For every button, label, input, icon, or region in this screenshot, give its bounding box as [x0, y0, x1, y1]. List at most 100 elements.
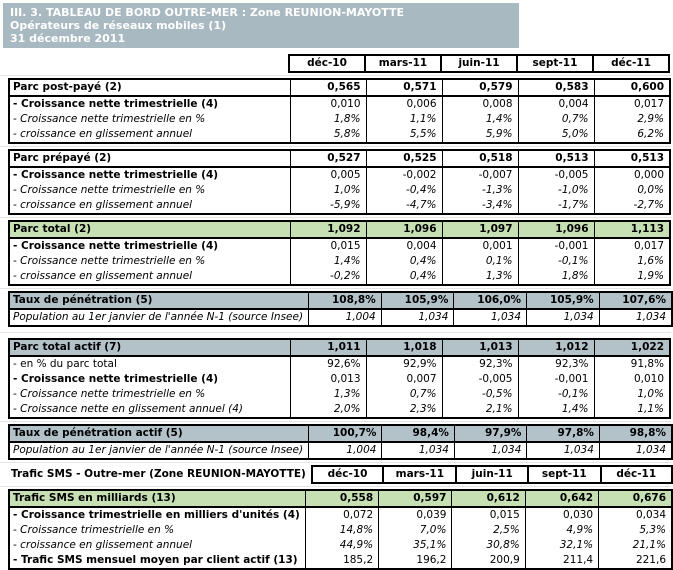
- separator: [0, 484, 673, 489]
- report-title: III. 3. TABLEAU DE BORD OUTRE-MER : Zone…: [10, 6, 405, 19]
- block-parc-total: Parc total (2) 1,092 1,096 1,097 1,096 1,113-…: [8, 220, 671, 286]
- cell-value: 0,004: [365, 238, 442, 254]
- cell-value: 1,0%: [289, 183, 366, 198]
- cell-value: 1,1%: [593, 402, 670, 418]
- report-date: 31 décembre 2011: [10, 32, 126, 45]
- cell-value: 0,4%: [365, 254, 442, 269]
- cell-value: 0,005: [289, 167, 366, 183]
- cell-value: 211,4: [524, 553, 599, 569]
- table-row: - croissance en glissement annuel -0,2% 0,…: [9, 269, 670, 285]
- block-taux-penetration: Taux de pénétration (5) 108,8% 105,9% 106,0…: [8, 291, 673, 327]
- table-row: - croissance en glissement annuel -5,9% -4…: [9, 198, 670, 214]
- sms-section-label: Trafic SMS - Outre-mer (Zone REUNION-MAY…: [11, 468, 306, 480]
- cell-value: 0,007: [365, 372, 442, 387]
- block-title: Taux de pénétration actif (5): [9, 425, 309, 443]
- cell-value: 1,034: [381, 442, 455, 459]
- header-value: 1,013: [441, 339, 518, 357]
- row-label: Population au 1er janvier de l'année N-1…: [13, 444, 304, 456]
- main-blocks: Parc post-payé (2) 0,565 0,571 0,579 0,583 0,…: [0, 78, 673, 465]
- block-parc-prepaye: Parc prépayé (2) 0,527 0,525 0,518 0,513 0,51…: [8, 149, 671, 215]
- header-value: 0,579: [441, 79, 518, 97]
- cell-value: 0,015: [451, 507, 526, 523]
- header-value: 97,8%: [526, 425, 600, 443]
- row-label: - Croissance nette trimestrielle en %: [13, 184, 206, 196]
- header-value: 98,8%: [598, 425, 672, 443]
- period-header: déc-10 mars-11 juin-11 sept-11 déc-11: [8, 54, 670, 73]
- cell-value: -0,007: [441, 167, 518, 183]
- cell-value: 1,3%: [289, 387, 366, 402]
- cell-value: 1,8%: [517, 269, 594, 285]
- table-row: - Trafic SMS mensuel moyen par client ac…: [9, 553, 672, 569]
- row-label: - Croissance nette en glissement annuel …: [13, 403, 244, 415]
- table-row: - croissance en glissement annuel 5,8% 5,5…: [9, 127, 670, 143]
- header-value: 1,096: [365, 221, 442, 239]
- block-title: Trafic SMS en milliards (13): [9, 490, 306, 508]
- cell-value: -5,9%: [289, 198, 366, 214]
- block-header-row: Parc post-payé (2) 0,565 0,571 0,579 0,583 0,…: [9, 79, 670, 97]
- cell-value: 1,034: [526, 309, 600, 326]
- cell-value: 5,8%: [289, 127, 366, 143]
- cell-value: 1,034: [380, 309, 454, 326]
- cell-value: 1,034: [598, 442, 672, 459]
- cell-value: 35,1%: [378, 538, 452, 553]
- header-value: 0,513: [517, 150, 594, 168]
- cell-value: 21,1%: [598, 538, 672, 553]
- cell-value: -4,7%: [365, 198, 442, 214]
- table-row: - Croissance nette trimestrielle en % 1,4…: [9, 254, 670, 269]
- cell-value: -0,002: [365, 167, 442, 183]
- block-trafic-sms: Trafic SMS en milliards (13) 0,558 0,597 0,…: [8, 489, 673, 570]
- separator: [0, 286, 673, 291]
- cell-value: 0,001: [441, 238, 518, 254]
- row-label: - en % du parc total: [13, 358, 117, 370]
- header-value: 1,011: [289, 339, 366, 357]
- cell-value: 0,004: [517, 96, 594, 112]
- cell-value: 0,072: [304, 507, 379, 523]
- block-title: Parc post-payé (2): [9, 79, 290, 97]
- cell-value: 1,004: [308, 309, 382, 326]
- header-value: 0,597: [378, 490, 452, 508]
- row-label: - Croissance nette trimestrielle en %: [13, 255, 206, 267]
- header-value: 105,9%: [526, 292, 600, 310]
- cell-value: 5,9%: [441, 127, 518, 143]
- cell-value: 1,3%: [441, 269, 518, 285]
- spacer-cell: [8, 55, 289, 72]
- column-header: déc-11: [599, 465, 673, 484]
- table-row: - Croissance trimestrielle en % 14,8% 7,0%…: [9, 523, 672, 538]
- block-parc-post-paye: Parc post-payé (2) 0,565 0,571 0,579 0,583 0,…: [8, 78, 671, 144]
- cell-value: 221,6: [598, 553, 672, 569]
- cell-value: 185,2: [304, 553, 379, 569]
- row-label: - croissance en glissement annuel: [13, 128, 193, 140]
- cell-value: 1,004: [308, 442, 382, 459]
- table-row: - Croissance nette trimestrielle en % 1,8…: [9, 112, 670, 127]
- cell-value: 0,013: [289, 372, 366, 387]
- header-value: 1,097: [441, 221, 518, 239]
- header-value: 1,012: [517, 339, 594, 357]
- cell-value: 4,9%: [524, 523, 599, 538]
- table-row: - croissance en glissement annuel 44,9% 35…: [9, 538, 672, 553]
- row-label: - Croissance nette trimestrielle (4): [13, 98, 219, 110]
- cell-value: 0,0%: [593, 183, 670, 198]
- cell-value: 32,1%: [524, 538, 599, 553]
- column-header: sept-11: [516, 54, 594, 73]
- column-header: mars-11: [382, 465, 458, 484]
- header-value: 0,612: [451, 490, 526, 508]
- row-label: - Croissance nette trimestrielle (4): [13, 373, 219, 385]
- period-header-row: déc-10 mars-11 juin-11 sept-11 déc-11: [8, 54, 670, 73]
- table-row: Population au 1er janvier de l'année N-1…: [9, 442, 672, 459]
- cell-value: 5,0%: [517, 127, 594, 143]
- sms-section-header-row: Trafic SMS - Outre-mer (Zone REUNION-MAY…: [8, 465, 673, 484]
- column-header: mars-11: [364, 54, 442, 73]
- cell-value: 30,8%: [451, 538, 526, 553]
- cell-value: -0,1%: [517, 254, 594, 269]
- header-value: 100,7%: [308, 425, 382, 443]
- block-title: Parc prépayé (2): [9, 150, 290, 168]
- cell-value: 196,2: [378, 553, 452, 569]
- cell-value: 0,010: [289, 96, 366, 112]
- row-label: - croissance en glissement annuel: [13, 270, 193, 282]
- cell-value: -0,2%: [289, 269, 366, 285]
- cell-value: 92,9%: [365, 356, 442, 372]
- header-value: 0,558: [304, 490, 379, 508]
- cell-value: 0,000: [593, 167, 670, 183]
- cell-value: 44,9%: [304, 538, 379, 553]
- cell-value: 0,039: [378, 507, 452, 523]
